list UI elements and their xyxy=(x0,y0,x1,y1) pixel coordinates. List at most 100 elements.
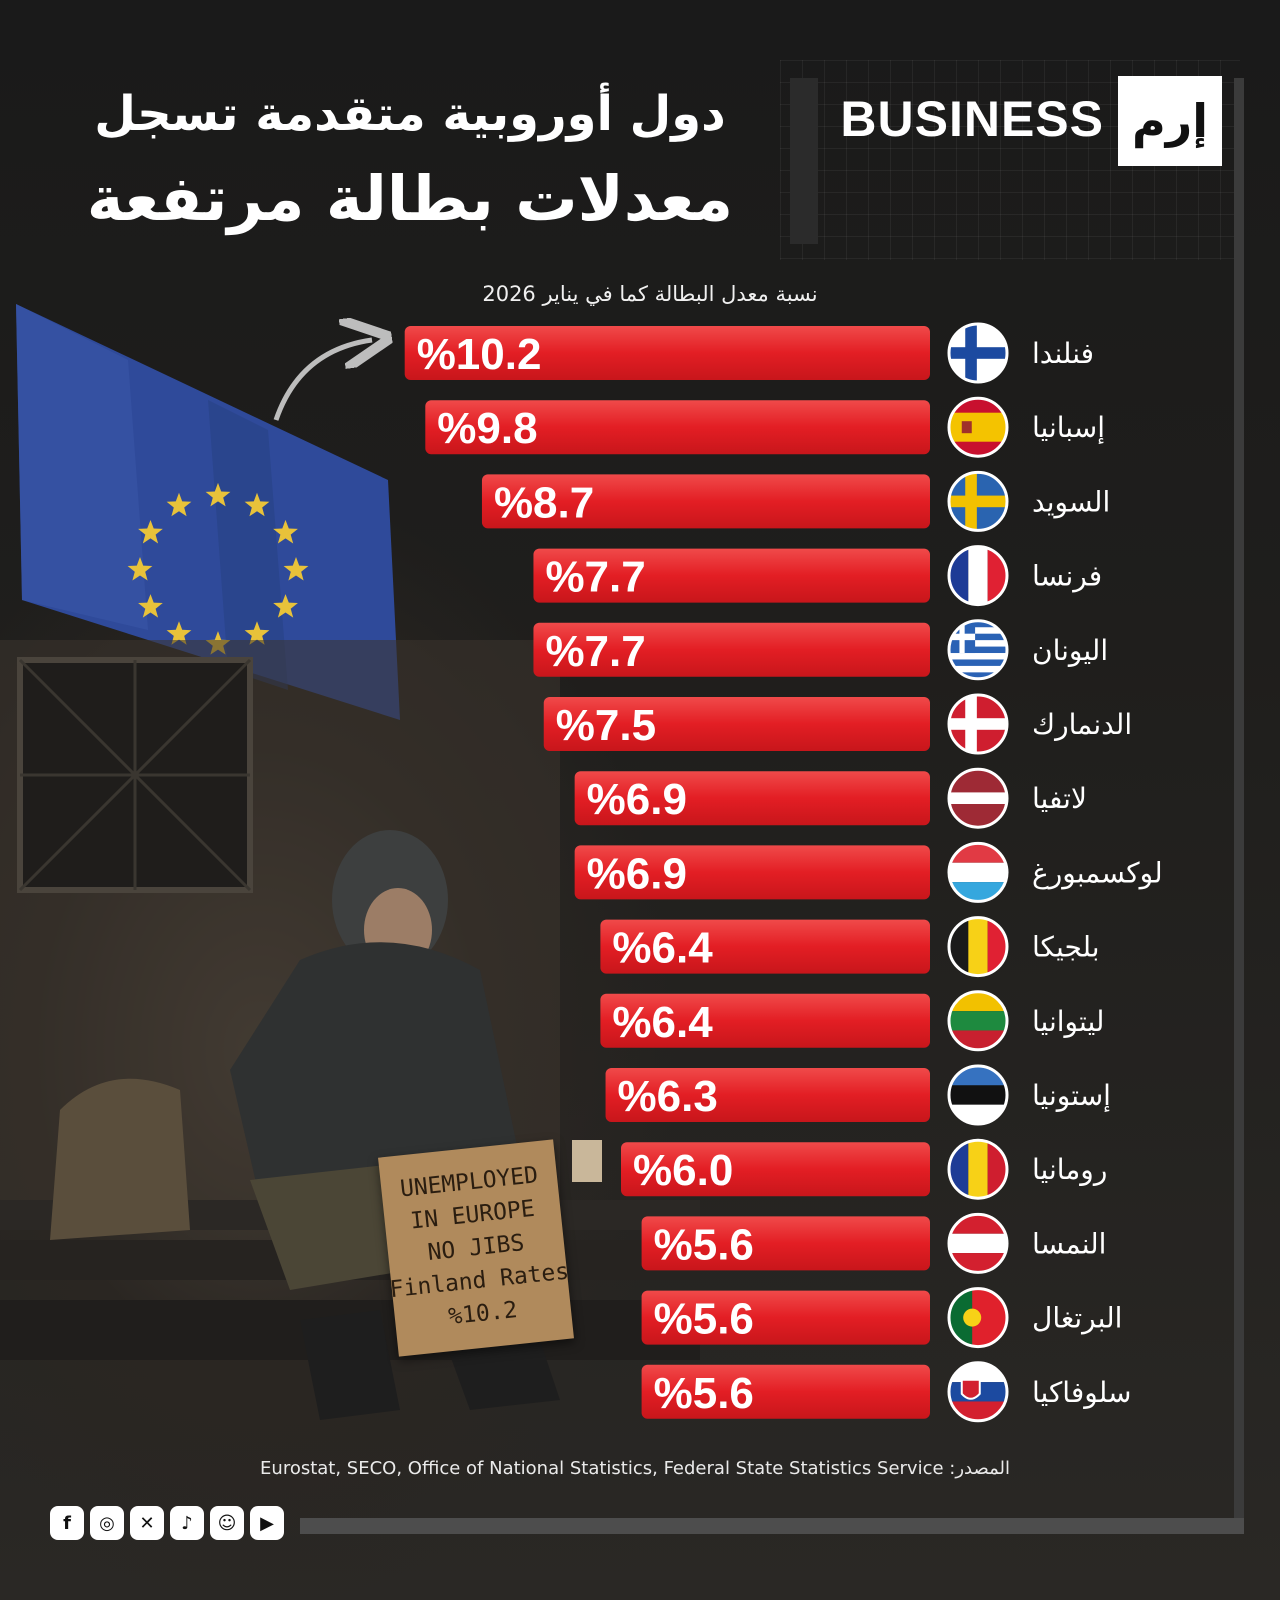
chart-bar xyxy=(574,845,930,900)
country-label: فنلندا xyxy=(1032,337,1094,370)
eu-star xyxy=(273,594,298,618)
country-label: سلوفاكيا xyxy=(1032,1376,1131,1409)
chart-bar xyxy=(481,474,930,529)
bar-value-label: %7.7 xyxy=(545,627,645,676)
eu-star xyxy=(166,621,192,645)
bottom-rail xyxy=(300,1518,1244,1534)
country-label: رومانيا xyxy=(1032,1153,1107,1186)
eu-star xyxy=(138,594,163,618)
country-label: لاتفيا xyxy=(1032,782,1087,815)
bar-value-label: %6.4 xyxy=(612,924,713,973)
chart-row: %5.6 سلوفاكيا xyxy=(641,1361,1131,1423)
chart-bar xyxy=(533,548,930,603)
chart-bar xyxy=(605,1068,930,1122)
chart-row: %7.7 فرنسا xyxy=(533,545,1102,607)
instagram-icon[interactable]: ◎ xyxy=(90,1506,124,1540)
brand-word: BUSINESS xyxy=(840,91,1104,147)
eu-star xyxy=(244,621,270,645)
bar-value-label: %7.7 xyxy=(545,553,645,602)
eu-star xyxy=(244,492,270,517)
bar-value-label: %6.4 xyxy=(612,998,713,1047)
bar-value-label: %7.5 xyxy=(556,701,656,750)
country-label: ليتوانيا xyxy=(1032,1005,1104,1038)
chart-row: %6.3 إستونيا xyxy=(605,1064,1111,1126)
youtube-icon[interactable]: ▶ xyxy=(250,1506,284,1540)
eu-flag-image xyxy=(16,304,400,720)
chart-row: %8.7 السويد xyxy=(481,470,1110,532)
portugal-flag-icon xyxy=(947,1287,1009,1349)
france-flag-icon xyxy=(947,545,1009,607)
bar-value-label: %6.9 xyxy=(587,849,687,898)
bar-value-label: %6.0 xyxy=(633,1146,733,1195)
luxembourg-flag-icon xyxy=(947,841,1009,903)
eu-star xyxy=(138,520,163,544)
bar-value-label: %9.8 xyxy=(437,404,537,453)
snapchat-icon[interactable]: ☺ xyxy=(210,1506,244,1540)
country-label: البرتغال xyxy=(1032,1302,1122,1335)
chart-row: %6.4 بلجيكا xyxy=(600,916,1100,978)
chart-bar xyxy=(543,697,930,751)
finland-flag-icon xyxy=(947,322,1009,384)
chart-row: %5.6 النمسا xyxy=(641,1212,1106,1274)
eu-star xyxy=(166,492,192,517)
chart-row: %10.2 فنلندا xyxy=(404,322,1094,384)
country-label: فرنسا xyxy=(1032,560,1102,593)
chart-row: %9.8 إسبانيا xyxy=(425,396,1105,458)
eu-star xyxy=(127,557,153,581)
chart-bar xyxy=(641,1216,930,1271)
chart-bar xyxy=(621,1142,930,1197)
bar-value-label: %5.6 xyxy=(654,1220,754,1269)
slovakia-flag-icon xyxy=(947,1361,1009,1423)
chart-bar xyxy=(533,622,930,677)
source-note: المصدر: Eurostat, SECO, Office of Nation… xyxy=(260,1458,1010,1479)
chart-row: %6.9 لوكسمبورغ xyxy=(574,841,1163,903)
country-label: بلجيكا xyxy=(1032,931,1100,964)
facebook-icon[interactable]: f xyxy=(50,1506,84,1540)
bar-value-label: %6.9 xyxy=(587,775,687,824)
x-icon[interactable]: ✕ xyxy=(130,1506,164,1540)
chart-subtitle: نسبة معدل البطالة كما في يناير 2026 xyxy=(482,282,818,306)
chart-bar xyxy=(425,400,930,455)
chart-row: %6.4 ليتوانيا xyxy=(600,990,1104,1052)
romania-flag-icon xyxy=(947,1138,1009,1200)
country-label: السويد xyxy=(1032,485,1110,518)
chart-row: %7.7 اليونان xyxy=(533,619,1108,681)
chart-row: %6.0 رومانيا xyxy=(621,1138,1107,1200)
chart-bar xyxy=(404,326,930,380)
country-label: إستونيا xyxy=(1032,1079,1111,1112)
austria-flag-icon xyxy=(947,1212,1009,1274)
country-label: إسبانيا xyxy=(1032,411,1105,444)
eu-star xyxy=(273,519,298,544)
chart-row: %7.5 الدنمارك xyxy=(543,693,1132,755)
right-rail xyxy=(1234,78,1244,1534)
bar-value-label: %6.3 xyxy=(618,1072,718,1121)
bar-value-label: %5.6 xyxy=(654,1369,754,1418)
eu-star xyxy=(205,482,231,507)
tiktok-icon[interactable]: ♪ xyxy=(170,1506,204,1540)
header-divider xyxy=(790,78,818,244)
sweden-flag-icon xyxy=(947,470,1009,532)
chart-bar xyxy=(600,919,930,974)
denmark-flag-icon xyxy=(947,693,1009,755)
bar-value-label: %8.7 xyxy=(494,478,594,527)
estonia-flag-icon xyxy=(947,1064,1009,1126)
bar-value-label: %10.2 xyxy=(417,330,542,379)
title-line-2: معدلات بطالة مرتفعة xyxy=(86,162,734,235)
chart-bar xyxy=(574,771,930,826)
chart-bar xyxy=(641,1364,930,1419)
greece-flag-icon xyxy=(947,619,1009,681)
eu-star xyxy=(283,557,309,581)
chart-bar xyxy=(600,993,930,1048)
social-icons: f ◎ ✕ ♪ ☺ ▶ xyxy=(50,1506,284,1540)
chart-bar xyxy=(641,1290,930,1345)
chart-row: %6.9 لاتفيا xyxy=(574,767,1087,829)
title-line-1: دول أوروبية متقدمة تسجل xyxy=(94,86,726,142)
brand-logo: إرم xyxy=(1118,76,1222,166)
lithuania-flag-icon xyxy=(947,990,1009,1052)
spain-flag-icon xyxy=(947,396,1009,458)
latvia-flag-icon xyxy=(947,767,1009,829)
chart-row: %5.6 البرتغال xyxy=(641,1287,1122,1349)
bar-value-label: %5.6 xyxy=(654,1295,754,1344)
